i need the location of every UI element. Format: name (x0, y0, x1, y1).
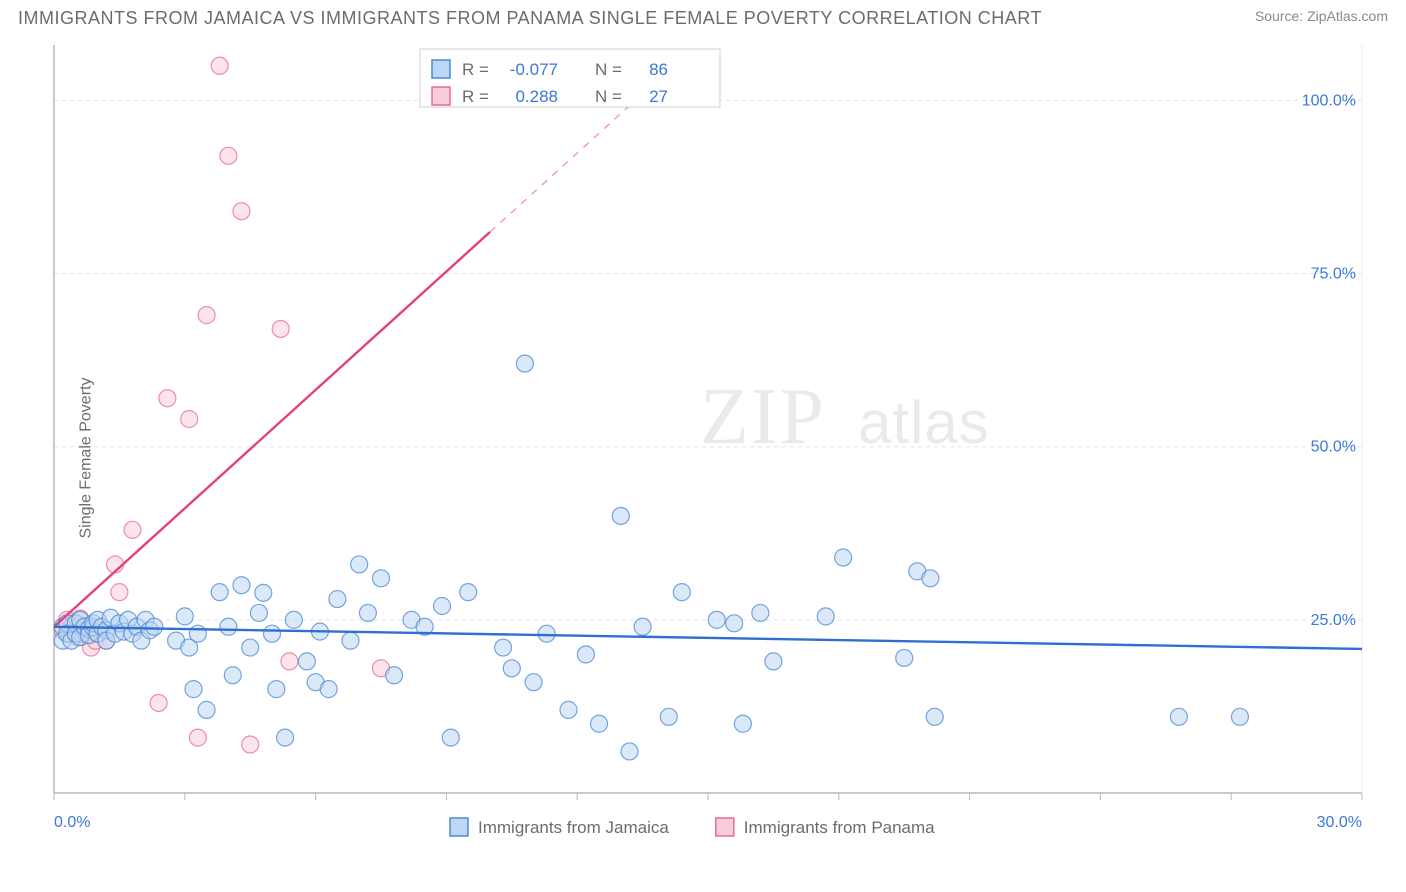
data-point-jamaica (591, 715, 608, 732)
data-point-jamaica (634, 618, 651, 635)
data-point-panama (242, 736, 259, 753)
data-point-jamaica (560, 701, 577, 718)
y-tick-label: 25.0% (1311, 612, 1356, 629)
source-label: Source: ZipAtlas.com (1255, 8, 1388, 24)
data-point-jamaica (577, 646, 594, 663)
data-point-panama (220, 147, 237, 164)
data-point-jamaica (268, 681, 285, 698)
data-point-jamaica (503, 660, 520, 677)
data-point-jamaica (373, 570, 390, 587)
y-tick-label: 100.0% (1302, 92, 1356, 109)
data-point-jamaica (189, 625, 206, 642)
y-tick-label: 75.0% (1311, 266, 1356, 283)
data-point-jamaica (329, 591, 346, 608)
legend-r-label: R = (462, 60, 489, 79)
data-point-jamaica (516, 355, 533, 372)
data-point-jamaica (255, 584, 272, 601)
y-tick-label: 50.0% (1311, 439, 1356, 456)
data-point-panama (198, 307, 215, 324)
legend-bottom-swatch (716, 818, 734, 836)
data-point-jamaica (922, 570, 939, 587)
data-point-jamaica (765, 653, 782, 670)
data-point-jamaica (495, 639, 512, 656)
data-point-jamaica (673, 584, 690, 601)
data-point-jamaica (320, 681, 337, 698)
data-point-jamaica (835, 549, 852, 566)
data-point-jamaica (1231, 708, 1248, 725)
data-point-jamaica (386, 667, 403, 684)
legend-n-label: N = (595, 87, 622, 106)
data-point-jamaica (660, 708, 677, 725)
data-point-jamaica (442, 729, 459, 746)
y-axis-label: Single Female Poverty (77, 378, 95, 539)
data-point-jamaica (708, 611, 725, 628)
data-point-panama (124, 521, 141, 538)
data-point-jamaica (242, 639, 259, 656)
legend-r-value: 0.288 (515, 87, 558, 106)
legend-bottom-swatch (450, 818, 468, 836)
data-point-jamaica (1170, 708, 1187, 725)
scatter-chart: 25.0% 50.0% 75.0% 100.0% 0.0% 30.0% ZIP atlas R … (0, 33, 1406, 853)
data-point-jamaica (621, 743, 638, 760)
data-point-panama (111, 584, 128, 601)
data-point-jamaica (176, 608, 193, 625)
data-point-jamaica (146, 618, 163, 635)
data-point-panama (272, 320, 289, 337)
data-point-panama (150, 694, 167, 711)
data-point-jamaica (726, 615, 743, 632)
data-point-jamaica (351, 556, 368, 573)
title-bar: IMMIGRANTS FROM JAMAICA VS IMMIGRANTS FR… (0, 0, 1406, 33)
data-point-jamaica (752, 604, 769, 621)
data-point-jamaica (220, 618, 237, 635)
legend-r-label: R = (462, 87, 489, 106)
legend-n-value: 86 (649, 60, 668, 79)
data-point-jamaica (525, 674, 542, 691)
data-point-jamaica (926, 708, 943, 725)
data-point-jamaica (185, 681, 202, 698)
data-point-jamaica (298, 653, 315, 670)
data-point-panama (189, 729, 206, 746)
data-point-jamaica (250, 604, 267, 621)
data-point-jamaica (342, 632, 359, 649)
x-tick-label: 30.0% (1317, 814, 1362, 831)
trend-line-panama (54, 232, 490, 627)
watermark: atlas (858, 389, 990, 456)
data-point-panama (211, 57, 228, 74)
data-point-jamaica (460, 584, 477, 601)
data-point-panama (281, 653, 298, 670)
legend-swatch (432, 87, 450, 105)
chart-wrap: Single Female Poverty 25.0% 50.0% 75.0% 100… (0, 33, 1406, 883)
data-point-panama (233, 203, 250, 220)
data-point-jamaica (538, 625, 555, 642)
data-point-jamaica (277, 729, 294, 746)
data-point-jamaica (211, 584, 228, 601)
data-point-jamaica (434, 598, 451, 615)
legend-n-value: 27 (649, 87, 668, 106)
data-point-jamaica (233, 577, 250, 594)
data-point-jamaica (896, 649, 913, 666)
legend-swatch (432, 60, 450, 78)
watermark: ZIP (700, 373, 826, 461)
data-point-jamaica (817, 608, 834, 625)
data-point-jamaica (198, 701, 215, 718)
chart-title: IMMIGRANTS FROM JAMAICA VS IMMIGRANTS FR… (18, 8, 1042, 29)
data-point-jamaica (285, 611, 302, 628)
chart-container: IMMIGRANTS FROM JAMAICA VS IMMIGRANTS FR… (0, 0, 1406, 892)
data-point-panama (181, 411, 198, 428)
data-point-panama (159, 390, 176, 407)
legend-n-label: N = (595, 60, 622, 79)
legend-bottom-label: Immigrants from Jamaica (478, 818, 669, 837)
legend-bottom-label: Immigrants from Panama (744, 818, 935, 837)
data-point-jamaica (264, 625, 281, 642)
legend-r-value: -0.077 (510, 60, 558, 79)
data-point-jamaica (734, 715, 751, 732)
data-point-jamaica (224, 667, 241, 684)
data-point-jamaica (359, 604, 376, 621)
x-tick-label: 0.0% (54, 814, 90, 831)
data-point-jamaica (612, 507, 629, 524)
